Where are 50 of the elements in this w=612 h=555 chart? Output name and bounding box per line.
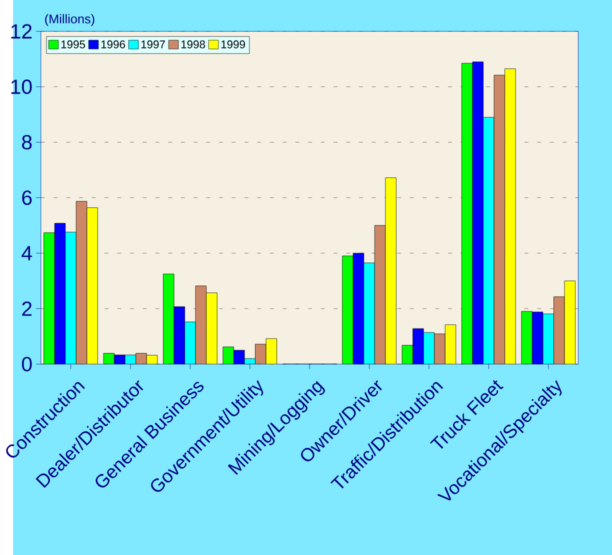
bar — [195, 286, 207, 364]
legend-label: 1998 — [181, 40, 206, 48]
bar — [54, 223, 66, 364]
legend-label: 1999 — [221, 40, 245, 48]
bar — [104, 353, 114, 364]
bar — [255, 344, 266, 364]
bar — [504, 68, 516, 364]
bar — [76, 201, 88, 364]
y-tick-label: 4 — [22, 246, 32, 260]
bar — [434, 334, 446, 364]
bar — [472, 62, 484, 364]
bar — [114, 354, 126, 364]
bar — [65, 232, 76, 364]
legend-label: 1997 — [141, 40, 165, 48]
bar — [206, 292, 218, 364]
bar — [352, 252, 364, 364]
bar — [412, 328, 424, 364]
bar — [234, 350, 244, 364]
y-tick-label: 0 — [22, 356, 32, 372]
bar — [266, 338, 277, 364]
bar — [564, 280, 576, 364]
bar — [521, 311, 532, 364]
bar — [136, 353, 147, 364]
bar — [402, 345, 414, 364]
bar — [174, 306, 185, 364]
bar — [184, 322, 196, 364]
bar — [364, 262, 375, 364]
bar — [444, 324, 456, 364]
y-tick-label: 8 — [22, 135, 32, 150]
bar — [462, 63, 473, 364]
bar — [554, 296, 565, 364]
bar — [494, 75, 505, 364]
y-tick-label: 12 — [11, 24, 32, 38]
bar — [44, 232, 55, 364]
bar — [385, 178, 396, 364]
legend-label: 1996 — [101, 40, 125, 48]
bar — [222, 346, 234, 364]
y-tick-label: 2 — [22, 302, 32, 316]
bar — [374, 225, 386, 364]
legend-label: 1995 — [61, 40, 86, 48]
bar — [423, 332, 435, 364]
bar — [532, 312, 544, 364]
y-axis-title: (Millions) — [45, 14, 94, 26]
y-tick-label: 10 — [11, 80, 32, 94]
bar — [86, 208, 98, 364]
bar — [483, 117, 494, 364]
y-tick-label: 6 — [22, 190, 32, 205]
bar — [342, 256, 354, 364]
bar — [542, 314, 554, 364]
bar — [163, 274, 174, 364]
